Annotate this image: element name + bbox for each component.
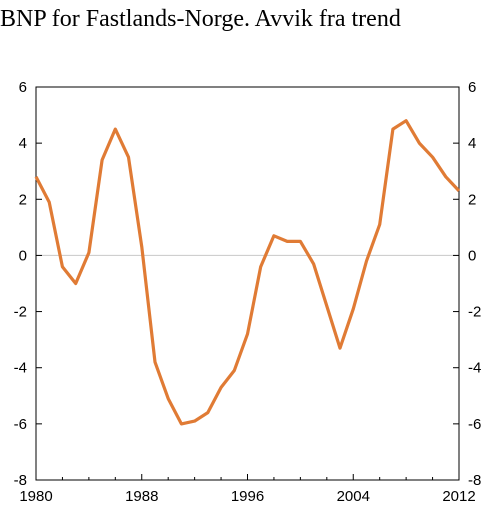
x-tick-label: 1996 xyxy=(231,488,264,505)
y-tick-label-right: 4 xyxy=(468,135,476,152)
plot-frame xyxy=(35,86,460,481)
y-tick-label-left: 2 xyxy=(19,191,27,208)
x-tick-label: 2004 xyxy=(337,488,370,505)
x-tick-label: 1980 xyxy=(19,488,52,505)
y-tick-label-left: -8 xyxy=(14,472,27,489)
y-tick-label-right: 6 xyxy=(468,79,476,96)
y-tick-label-left: -2 xyxy=(14,304,27,321)
y-tick-label-right: -4 xyxy=(468,360,481,377)
y-tick-label-right: -8 xyxy=(468,472,481,489)
y-tick-label-right: 2 xyxy=(468,191,476,208)
x-tick-label: 2012 xyxy=(442,488,475,505)
chart-title: BNP for Fastlands-Norge. Avvik fra trend xyxy=(0,6,401,32)
y-tick-label-left: 0 xyxy=(19,247,27,264)
x-tick-label: 1988 xyxy=(125,488,158,505)
y-tick-label-left: -6 xyxy=(14,416,27,433)
y-tick-label-left: 4 xyxy=(19,135,27,152)
y-tick-label-right: -6 xyxy=(468,416,481,433)
ticks-layer: -8 -8 -6 -6 -4 -4 -2 -2 0 0 2 2 4 4 6 6 1980 1988 1996 2004… xyxy=(14,79,482,505)
y-tick-label-left: -4 xyxy=(14,360,27,377)
y-tick-label-right: -2 xyxy=(468,304,481,321)
y-tick-label-right: 0 xyxy=(468,247,476,264)
series-layer xyxy=(34,119,461,426)
series-line xyxy=(34,119,461,426)
y-tick-label-left: 6 xyxy=(19,79,27,96)
